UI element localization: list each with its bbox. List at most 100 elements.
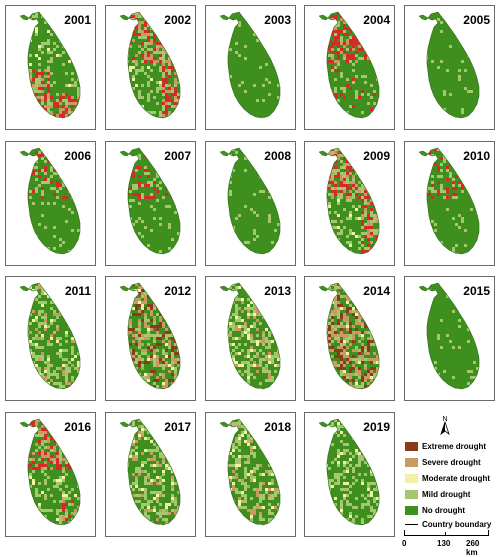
map-panel-2019: 2019 [304,412,395,537]
drought-map-2015 [418,282,480,390]
drought-map-2005 [418,11,480,119]
country-boundary [227,11,281,119]
jaffna-peninsula [418,285,429,292]
legend-item-mild: Mild drought [405,488,470,500]
country-boundary [127,11,181,119]
year-label: 2019 [363,420,390,434]
jaffna-peninsula [318,421,329,428]
north-arrow-icon: N [440,416,450,436]
year-label: 2009 [363,149,390,163]
year-label: 2001 [64,13,91,27]
legend-label-mild: Mild drought [422,489,471,499]
legend-swatch-extreme [405,441,418,451]
island-fill [427,12,479,118]
scale-bar-line [404,530,489,536]
year-label: 2016 [64,420,91,434]
map-panel-2007: 2007 [105,141,196,266]
year-label: 2006 [64,149,91,163]
map-panel-2001: 2001 [5,5,96,130]
legend-item-boundary: Country boundary [405,518,491,530]
drought-map-2016 [19,418,81,526]
legend-label-severe: Severe drought [422,457,481,467]
jaffna-peninsula [219,421,230,428]
jaffna-peninsula [219,14,230,21]
year-label: 2002 [164,13,191,27]
year-label: 2017 [164,420,191,434]
country-boundary [326,147,380,255]
scale-label-260: 260 km [466,539,480,557]
country-boundary [326,418,380,526]
jaffna-peninsula [418,14,429,21]
legend-swatch-severe [405,457,418,467]
year-label: 2004 [363,13,390,27]
map-panel-2017: 2017 [105,412,196,537]
year-label: 2008 [264,149,291,163]
country-boundary [27,11,81,119]
jaffna-peninsula [119,150,130,157]
country-boundary [27,282,81,390]
year-label: 2003 [264,13,291,27]
scale-bar: 0 130 260 km [402,530,492,557]
jaffna-peninsula [19,421,30,428]
island-fill [427,148,479,254]
drought-map-2009 [318,147,380,255]
island-fill [228,148,280,254]
legend-swatch-mild [405,489,418,499]
map-panel-2015: 2015 [404,276,495,401]
map-panel-2008: 2008 [205,141,296,266]
map-panel-2016: 2016 [5,412,96,537]
drought-map-2002 [119,11,181,119]
drought-map-2010 [418,147,480,255]
legend-label-moderate: Moderate drought [422,473,490,483]
year-label: 2015 [463,284,490,298]
country-boundary [426,282,480,390]
map-panel-2013: 2013 [205,276,296,401]
map-panel-2004: 2004 [304,5,395,130]
island-fill [28,283,80,389]
drought-map-2006 [19,147,81,255]
jaffna-peninsula [219,285,230,292]
legend-item-none: No drought [405,504,465,516]
legend-swatch-moderate [405,473,418,483]
map-panel-2005: 2005 [404,5,495,130]
island-fill [427,283,479,389]
jaffna-peninsula [119,14,130,21]
legend-item-extreme: Extreme drought [405,440,486,452]
legend-label-none: No drought [422,505,466,515]
drought-map-2011 [19,282,81,390]
jaffna-peninsula [19,285,30,292]
map-panel-2003: 2003 [205,5,296,130]
drought-map-2019 [318,418,380,526]
country-boundary [426,11,480,119]
jaffna-peninsula [19,150,30,157]
jaffna-peninsula [119,285,130,292]
country-boundary [27,418,81,526]
jaffna-peninsula [318,150,329,157]
jaffna-peninsula [219,150,230,157]
island-fill [228,12,280,118]
drought-map-2008 [219,147,281,255]
jaffna-peninsula [418,150,429,157]
year-label: 2007 [164,149,191,163]
country-boundary [227,418,281,526]
legend: N Extreme drought Severe drought Moderat… [399,412,494,557]
jaffna-peninsula [318,14,329,21]
jaffna-peninsula [19,14,30,21]
year-label: 2005 [463,13,490,27]
map-panel-2006: 2006 [5,141,96,266]
map-panel-2010: 2010 [404,141,495,266]
scale-bar-tick [445,532,446,536]
drought-map-2003 [219,11,281,119]
country-boundary [127,282,181,390]
year-label: 2011 [64,284,91,298]
scale-label-130: 130 [437,539,451,548]
country-boundary [326,11,380,119]
svg-text:N: N [442,416,447,423]
legend-item-moderate: Moderate drought [405,472,490,484]
country-boundary [227,147,281,255]
jaffna-peninsula [119,421,130,428]
map-panel-2009: 2009 [304,141,395,266]
country-boundary [326,282,380,390]
country-boundary [127,418,181,526]
year-label: 2010 [463,149,490,163]
